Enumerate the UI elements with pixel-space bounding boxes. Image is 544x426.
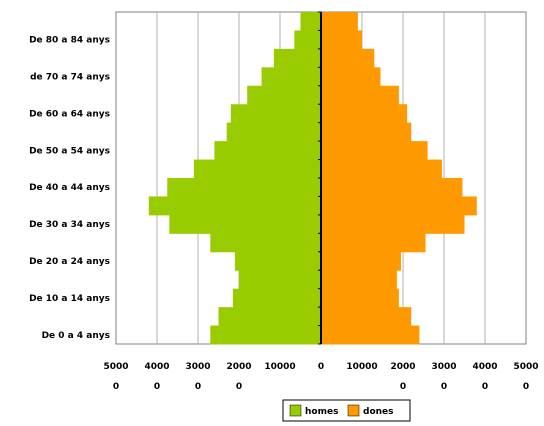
x-tick-label-3: 2000 <box>226 362 251 372</box>
bar-homes-13 <box>247 85 321 105</box>
x-tick-label-0: 5000 <box>103 362 128 372</box>
bar-dones-9 <box>321 159 442 179</box>
bar-dones-16 <box>321 30 362 50</box>
x-tick-label-6: 10000 <box>346 362 377 372</box>
bar-homes-11 <box>226 122 321 142</box>
bar-homes-7 <box>148 196 321 216</box>
y-axis-labels: De 0 a 4 anys De 10 a 14 anys De 20 a 24 a… <box>29 36 110 341</box>
bar-homes-0 <box>210 325 321 345</box>
bar-dones-11 <box>321 122 412 142</box>
bar-dones-2 <box>321 288 399 308</box>
legend-box <box>282 399 411 422</box>
bars <box>148 12 477 345</box>
x-tick-label-0-line2: 0 <box>113 382 119 392</box>
bar-homes-17 <box>300 12 321 31</box>
legend-swatch-homes <box>289 404 302 417</box>
x-tick-label-7-line2: 0 <box>400 382 406 392</box>
bar-homes-2 <box>232 288 321 308</box>
legend-label-homes: homes <box>305 407 338 417</box>
y-tick-label-1: De 10 a 14 anys <box>29 294 110 304</box>
y-tick-label-2: De 20 a 24 anys <box>29 257 110 267</box>
bar-homes-6 <box>169 214 321 234</box>
bar-dones-7 <box>321 196 477 216</box>
y-tick-label-3: De 30 a 34 anys <box>29 220 110 230</box>
bar-dones-0 <box>321 325 420 345</box>
center-axis <box>318 11 322 345</box>
bar-dones-6 <box>321 214 465 234</box>
bar-dones-14 <box>321 67 381 87</box>
y-tick-label-0: De 0 a 4 anys <box>42 331 110 341</box>
x-tick-label-2: 3000 <box>185 362 210 372</box>
bar-homes-4 <box>234 251 321 271</box>
bar-homes-14 <box>261 67 321 87</box>
bar-homes-15 <box>273 48 321 68</box>
x-tick-label-2-line2: 0 <box>195 382 201 392</box>
bar-dones-4 <box>321 251 401 271</box>
bar-homes-1 <box>218 307 321 327</box>
bar-homes-8 <box>167 178 321 197</box>
y-tick-label-5: De 50 a 54 anys <box>29 146 110 156</box>
bar-dones-3 <box>321 270 397 290</box>
x-tick-label-10: 5000 <box>513 362 538 372</box>
x-tick-label-9-line2: 0 <box>482 382 488 392</box>
x-tick-label-4: 10000 <box>264 362 295 372</box>
legend-label-dones: dones <box>363 407 394 417</box>
x-tick-label-1-line2: 0 <box>154 382 160 392</box>
bar-dones-13 <box>321 85 399 105</box>
bar-dones-1 <box>321 307 412 327</box>
y-tick-label-8: De 80 a 84 anys <box>29 36 110 46</box>
bar-dones-15 <box>321 48 375 68</box>
x-tick-label-9: 4000 <box>472 362 497 372</box>
y-tick-label-6: De 60 a 64 anys <box>29 109 110 119</box>
bar-dones-5 <box>321 233 426 253</box>
legend: homes dones <box>282 399 411 422</box>
x-tick-label-1: 4000 <box>144 362 169 372</box>
bar-homes-16 <box>294 30 321 50</box>
bar-dones-12 <box>321 104 408 124</box>
bar-dones-10 <box>321 141 428 161</box>
bar-homes-9 <box>193 159 321 179</box>
bar-dones-8 <box>321 178 463 197</box>
bar-homes-5 <box>210 233 321 253</box>
bar-homes-12 <box>230 104 321 124</box>
x-tick-label-8: 3000 <box>431 362 456 372</box>
x-tick-label-10-line2: 0 <box>523 382 529 392</box>
bar-dones-17 <box>321 12 358 31</box>
x-tick-label-3-line2: 0 <box>236 382 242 392</box>
y-tick-label-7: de 70 a 74 anys <box>30 73 110 83</box>
bar-homes-3 <box>239 270 321 290</box>
x-tick-label-5: 0 <box>318 362 324 372</box>
y-tick-label-4: De 40 a 44 anys <box>29 183 110 193</box>
x-tick-label-8-line2: 0 <box>441 382 447 392</box>
x-tick-label-7: 2000 <box>390 362 415 372</box>
legend-swatch-dones <box>347 404 360 417</box>
bar-homes-10 <box>214 141 321 161</box>
